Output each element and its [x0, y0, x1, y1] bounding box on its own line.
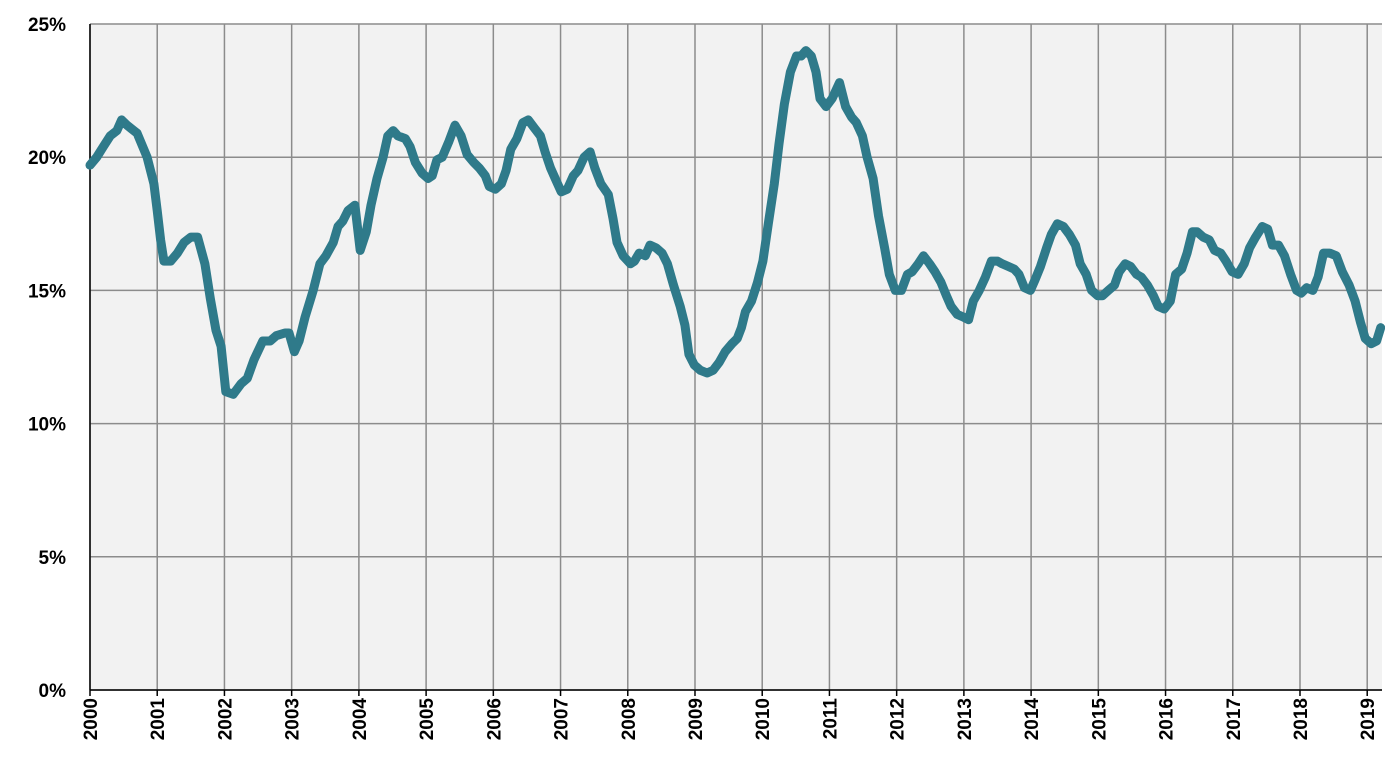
x-tick-label: 2011 — [820, 698, 841, 740]
x-tick-label: 2004 — [350, 698, 371, 741]
x-tick-label: 2015 — [1089, 698, 1110, 741]
x-tick-label: 2007 — [552, 698, 573, 740]
y-tick-label: 10% — [28, 415, 66, 436]
x-tick-label: 2013 — [955, 698, 976, 740]
x-tick-label: 2019 — [1358, 698, 1379, 740]
data-line — [85, 46, 1385, 399]
x-tick-label: 2005 — [417, 698, 438, 741]
x-tick-label: 2006 — [484, 698, 505, 740]
x-tick-label: 2002 — [215, 698, 236, 740]
x-tick-label: 2017 — [1224, 698, 1245, 740]
x-tick-label: 2000 — [81, 698, 102, 740]
x-tick-label: 2014 — [1022, 698, 1043, 741]
x-tick-label: 2012 — [888, 698, 909, 740]
y-tick-label: 0% — [39, 681, 67, 702]
y-tick-label: 25% — [28, 15, 66, 36]
x-tick-label: 2001 — [148, 698, 169, 741]
y-tick-label: 5% — [39, 548, 67, 569]
x-tick-label: 2009 — [686, 698, 707, 740]
x-tick-label: 2008 — [619, 698, 640, 740]
x-tick-label: 2016 — [1157, 698, 1178, 740]
x-tick-label: 2003 — [283, 698, 304, 740]
y-tick-label: 15% — [28, 281, 66, 302]
x-tick-label: 2018 — [1291, 698, 1312, 740]
plot-area — [90, 24, 1382, 690]
x-tick-label: 2010 — [753, 698, 774, 740]
y-tick-label: 20% — [28, 148, 66, 169]
